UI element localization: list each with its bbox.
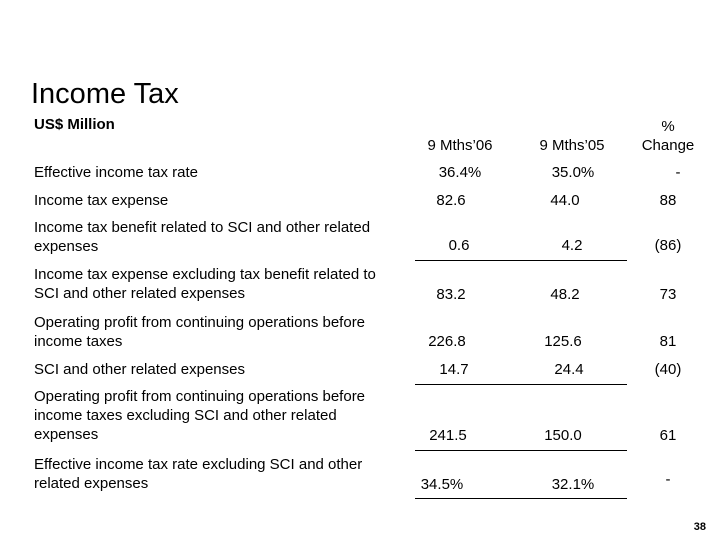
cell-value: 24.4 <box>554 361 584 378</box>
subtotal-rule <box>415 450 627 451</box>
row-label-effective-rate-excluding: Effective income tax rate excluding SCI … <box>34 456 363 492</box>
subtotal-rule <box>415 384 627 385</box>
subtotal-rule <box>415 498 627 499</box>
row-label-operating-profit: Operating profit from continuing operati… <box>34 314 366 350</box>
cell-value: 61 <box>659 427 677 444</box>
cell-value: 82.6 <box>436 192 466 209</box>
row-label-tax-benefit-sci: Income tax benefit related to SCI and ot… <box>34 219 371 255</box>
column-header-change: Change <box>641 137 695 154</box>
cell-value: 35.0% <box>551 164 595 181</box>
column-header-percent-symbol: % <box>661 118 675 135</box>
cell-value: - <box>665 471 671 488</box>
cell-value: 88 <box>659 192 677 209</box>
cell-value: 4.2 <box>561 237 583 254</box>
row-label-operating-profit-excluding: Operating profit from continuing operati… <box>34 388 366 443</box>
row-label-tax-expense-excluding: Income tax expense excluding tax benefit… <box>34 266 376 302</box>
cell-value: 44.0 <box>550 192 580 209</box>
row-label-tax-expense: Income tax expense <box>34 192 169 209</box>
cell-value: - <box>675 164 681 181</box>
cell-value: 14.7 <box>439 361 469 378</box>
column-header-9mths-06: 9 Mths’06 <box>427 137 493 154</box>
cell-value: 36.4% <box>438 164 482 181</box>
cell-value: 81 <box>659 333 677 350</box>
cell-value: 73 <box>659 286 677 303</box>
cell-value: (40) <box>654 361 682 378</box>
cell-value: 83.2 <box>436 286 466 303</box>
cell-value: 48.2 <box>550 286 580 303</box>
cell-value: 0.6 <box>448 237 470 254</box>
cell-value: 150.0 <box>544 427 582 444</box>
column-header-9mths-05: 9 Mths’05 <box>539 137 605 154</box>
unit-label: US$ Million <box>34 116 115 133</box>
page-number: 38 <box>693 521 706 533</box>
cell-value: 32.1% <box>551 476 595 493</box>
cell-value: 125.6 <box>544 333 582 350</box>
slide-title: Income Tax <box>31 78 179 110</box>
row-label-effective-rate: Effective income tax rate <box>34 164 198 181</box>
cell-value: 226.8 <box>428 333 466 350</box>
subtotal-rule <box>415 260 627 261</box>
cell-value: 241.5 <box>429 427 467 444</box>
cell-value: (86) <box>654 237 682 254</box>
cell-value: 34.5% <box>420 476 464 493</box>
row-label-sci-expenses: SCI and other related expenses <box>34 361 245 378</box>
